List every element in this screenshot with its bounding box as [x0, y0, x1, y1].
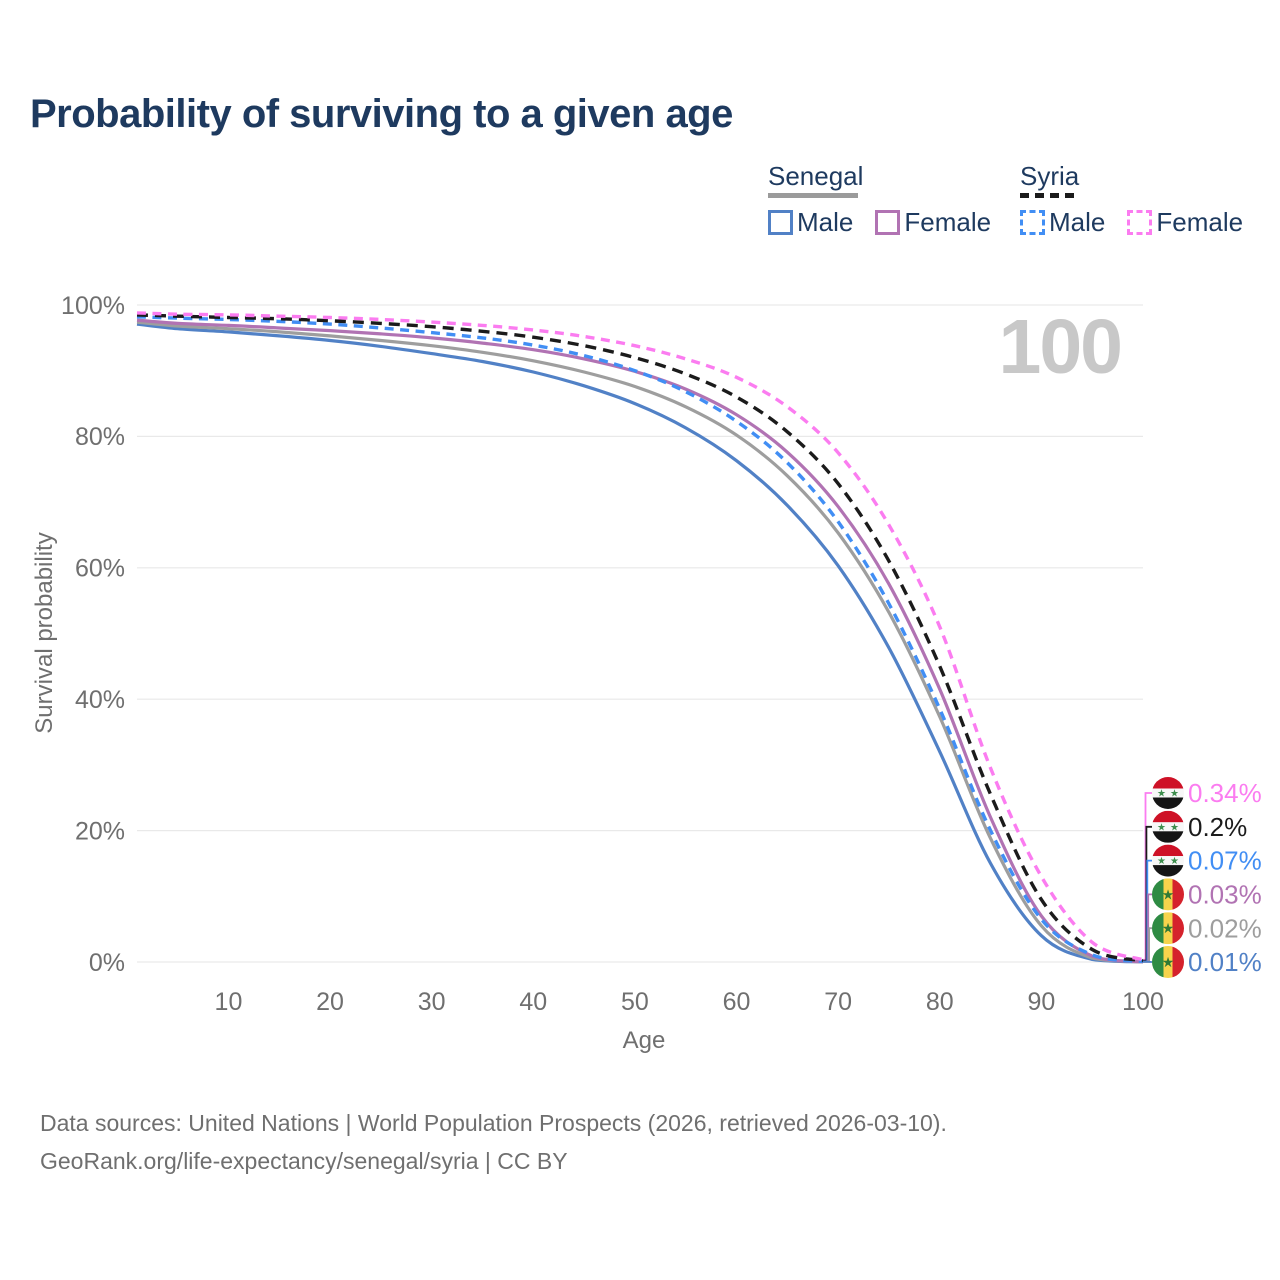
legend-item-syria-male[interactable]: Male [1020, 207, 1105, 238]
end-label-senegal_both[interactable]: 0.02% [1188, 913, 1262, 943]
x-tick-80: 80 [926, 988, 954, 1016]
end-label-syria_male[interactable]: 0.07% [1188, 846, 1262, 876]
x-tick-60: 60 [723, 988, 751, 1016]
svg-text:★: ★ [1170, 822, 1179, 833]
svg-text:★: ★ [1170, 856, 1179, 867]
data-sources-line: Data sources: United Nations | World Pop… [40, 1110, 947, 1136]
y-tick-40: 40% [75, 686, 125, 714]
end-label-syria_female[interactable]: 0.34% [1188, 778, 1262, 808]
svg-text:★: ★ [1157, 789, 1166, 800]
syria-male-swatch [1020, 210, 1045, 235]
age-counter-watermark: 100 [999, 304, 1121, 390]
legend-item-senegal-female[interactable]: Female [875, 207, 991, 238]
attribution-line: GeoRank.org/life-expectancy/senegal/syri… [40, 1148, 568, 1174]
svg-text:★: ★ [1157, 856, 1166, 867]
svg-text:★: ★ [1162, 920, 1175, 936]
legend-item-syria-female[interactable]: Female [1127, 207, 1243, 238]
y-tick-60: 60% [75, 555, 125, 583]
x-tick-90: 90 [1027, 988, 1055, 1016]
end-label-syria_both[interactable]: 0.2% [1188, 812, 1247, 842]
y-tick-80: 80% [75, 423, 125, 451]
y-tick-20: 20% [75, 817, 125, 845]
x-tick-20: 20 [316, 988, 344, 1016]
syria-line-style-swatch [1020, 193, 1080, 198]
legend-group-senegal: Senegal Male Female [768, 162, 991, 238]
svg-text:★: ★ [1162, 886, 1175, 902]
legend-label: Male [797, 207, 854, 237]
senegal-female-swatch [875, 210, 901, 235]
senegal-line-style-swatch [768, 193, 858, 198]
syria-female-swatch [1127, 210, 1153, 235]
x-tick-40: 40 [519, 988, 547, 1016]
end-label-senegal_male[interactable]: 0.01% [1188, 947, 1262, 977]
x-tick-100: 100 [1122, 988, 1164, 1016]
senegal-flag-icon: ★ [1152, 912, 1184, 945]
x-axis-title: Age [623, 1027, 666, 1054]
senegal-male-swatch [768, 210, 793, 235]
legend: Senegal Male Female Syria Male [0, 162, 1280, 242]
survival-chart: 0% 20% 40% 60% 80% 100% 100 10 20 30 40 50 60 70 80 90 1… [31, 292, 1262, 1054]
legend-label: Male [1049, 207, 1106, 237]
x-tick-30: 30 [418, 988, 446, 1016]
legend-item-senegal-male[interactable]: Male [768, 207, 853, 238]
x-tick-10: 10 [215, 988, 243, 1016]
legend-header-syria: Syria [1020, 161, 1080, 191]
y-tick-0: 0% [89, 949, 125, 977]
syria-flag-icon: ★ ★ [1152, 777, 1184, 809]
syria-flag-icon: ★ ★ [1152, 810, 1184, 843]
y-axis-title: Survival probability [31, 532, 58, 733]
svg-text:★: ★ [1157, 822, 1166, 833]
end-label-senegal_female[interactable]: 0.03% [1188, 880, 1262, 910]
footer: Data sources: United Nations | World Pop… [40, 1104, 947, 1180]
legend-group-syria: Syria Male Female [1020, 162, 1243, 238]
curve-syria_female[interactable] [136, 311, 1144, 962]
curve-syria_both[interactable] [136, 313, 1144, 963]
syria-flag-icon: ★ ★ [1152, 844, 1184, 877]
senegal-flag-icon: ★ [1152, 946, 1184, 978]
y-tick-100: 100% [61, 292, 125, 320]
x-tick-50: 50 [621, 988, 649, 1016]
senegal-flag-icon: ★ [1152, 878, 1184, 911]
x-tick-70: 70 [824, 988, 852, 1016]
curve-senegal_male[interactable] [136, 322, 1144, 964]
curve-syria_male[interactable] [136, 315, 1144, 964]
svg-text:★: ★ [1170, 789, 1179, 800]
curve-senegal_both[interactable] [136, 320, 1144, 964]
legend-header-senegal: Senegal [768, 161, 864, 191]
legend-label: Female [1156, 207, 1244, 237]
page-title: Probability of surviving to a given age [30, 92, 733, 136]
svg-text:★: ★ [1162, 954, 1175, 970]
legend-label: Female [904, 207, 992, 237]
